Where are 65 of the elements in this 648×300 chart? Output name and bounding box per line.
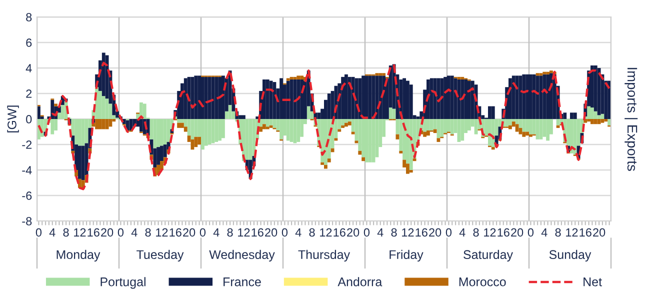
y-tick-label: -2	[22, 140, 32, 149]
y-tick-label: -4	[22, 166, 32, 174]
x-tick-label: 8	[555, 228, 561, 237]
x-tick-label: 4	[459, 228, 466, 236]
x-tick-label: 0	[36, 228, 42, 237]
text: Friday	[390, 250, 424, 262]
x-tick-label: 12	[156, 228, 168, 236]
x-tick-label: 0	[446, 228, 452, 237]
legend-label: Net	[584, 278, 602, 286]
x-tick-label: 20	[265, 228, 278, 237]
x-tick-label: 20	[429, 228, 442, 237]
x-tick-label: 20	[511, 228, 524, 237]
legend-label: Andorra	[338, 277, 382, 286]
x-tick-label: 8	[309, 228, 315, 237]
x-tick-label: 4	[377, 228, 384, 236]
legend-label: Portugal	[100, 277, 146, 289]
legend-label: Morocco	[459, 278, 506, 286]
text: Wednesday	[209, 250, 275, 262]
text: Saturday	[464, 250, 513, 262]
x-tick-label: 16	[252, 228, 264, 237]
x-tick-label: 0	[118, 228, 124, 237]
x-tick-label: 16	[416, 228, 428, 237]
x-tick-label: 0	[282, 228, 288, 237]
y-tick-label: 0	[26, 115, 32, 124]
x-tick-label: 8	[63, 228, 69, 237]
text: Tuesday	[136, 250, 184, 262]
x-tick-label: 4	[131, 228, 138, 236]
x-tick-label: 0	[364, 228, 370, 237]
x-tick-label: 4	[295, 228, 302, 236]
x-tick-label: 20	[183, 228, 196, 237]
y-tick-label: -6	[22, 192, 32, 200]
y-tick-label: 4	[26, 64, 32, 72]
y-tick-label: 6	[26, 38, 32, 47]
x-tick-label: 0	[200, 228, 206, 237]
x-tick-label: 12	[74, 228, 86, 236]
x-tick-label: 12	[484, 228, 496, 236]
y2-axis-title: Imports | Exports	[624, 68, 638, 171]
x-tick-label: 12	[566, 228, 578, 236]
text: Thursday	[298, 250, 350, 262]
x-tick-label: 4	[541, 228, 548, 236]
y-tick-label: 8	[26, 13, 32, 22]
x-tick-label: 20	[101, 228, 114, 237]
text: Sunday	[549, 250, 592, 262]
legend-label: France	[224, 278, 261, 286]
x-tick-label: 16	[498, 228, 510, 237]
x-tick-label: 16	[170, 228, 182, 237]
x-tick-label: 8	[391, 228, 397, 237]
x-tick-label: 4	[49, 228, 56, 236]
x-tick-label: 8	[473, 228, 479, 237]
text: Monday	[56, 250, 100, 262]
x-tick-label: 4	[213, 228, 220, 236]
x-tick-label: 16	[334, 228, 346, 237]
x-tick-label: 12	[402, 228, 414, 236]
x-tick-label: 20	[593, 228, 606, 237]
x-tick-label: 12	[320, 228, 332, 236]
y-tick-label: -8	[22, 217, 32, 226]
y-axis-title: [GW]	[7, 106, 19, 132]
x-tick-label: 12	[238, 228, 250, 236]
x-tick-label: 0	[528, 228, 534, 237]
x-tick-label: 16	[580, 228, 592, 237]
y-tick-label: 2	[26, 90, 32, 98]
x-tick-label: 8	[145, 228, 151, 237]
x-tick-label: 20	[347, 228, 360, 237]
x-tick-label: 16	[88, 228, 100, 237]
x-tick-label: 8	[227, 228, 233, 237]
